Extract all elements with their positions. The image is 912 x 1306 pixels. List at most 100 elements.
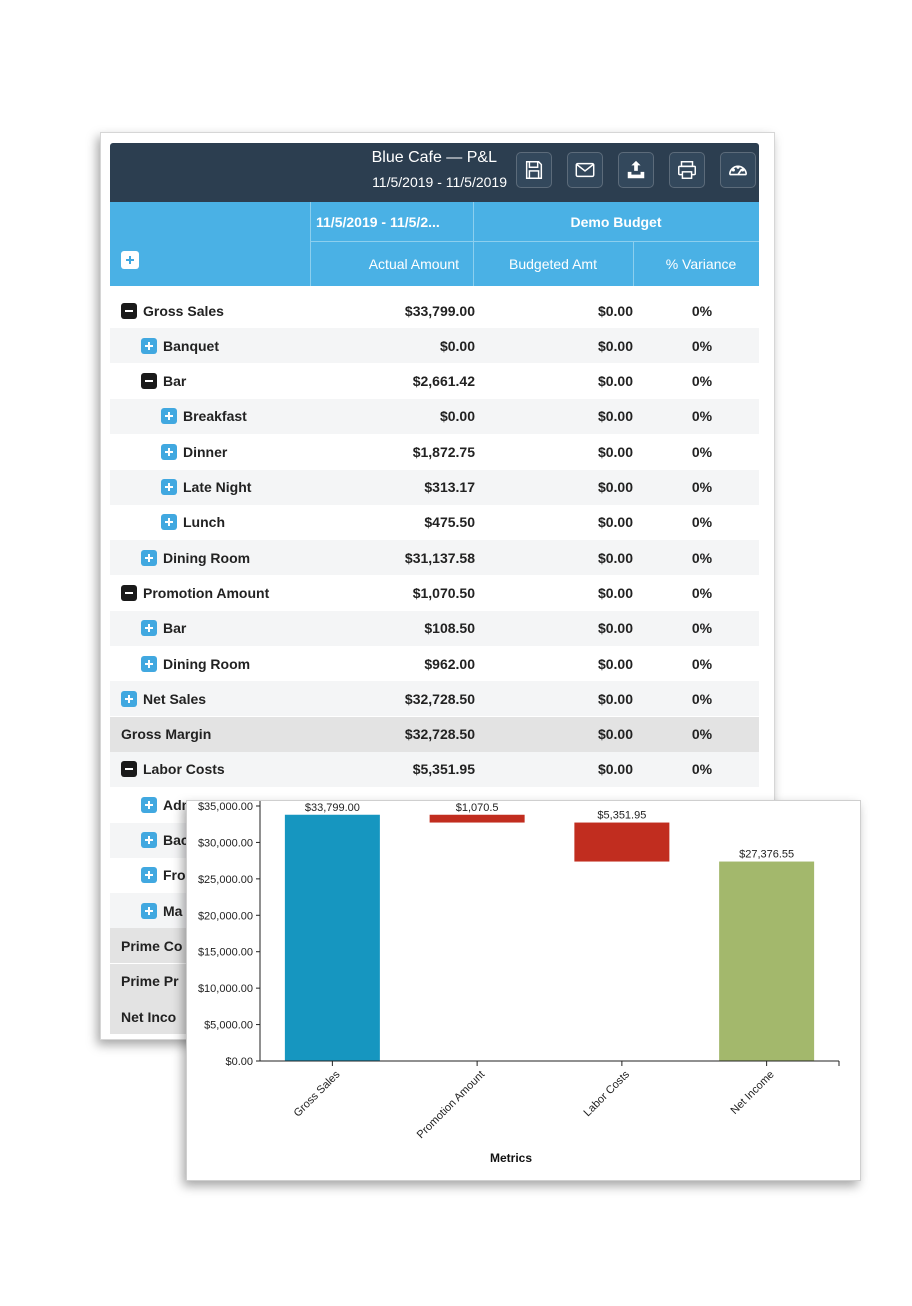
print-icon [678,161,696,179]
expand-row-button[interactable] [141,796,157,813]
row-label: Labor Costs [143,761,225,778]
variance-cell: 0% [691,690,713,707]
collapse-row-button[interactable] [121,761,137,778]
plus-icon [145,624,153,633]
table-row[interactable]: Dining Room $962.00 $0.00 0% [110,646,759,681]
table-row[interactable]: Labor Costs $5,351.95 $0.00 0% [110,751,759,787]
actual-amount-cell: $31,137.58 [404,549,475,566]
plus-icon [145,871,153,880]
bar-data-label: $27,376.55 [739,849,794,861]
variance-cell: 0% [691,584,713,601]
row-label: Promotion Amount [143,584,270,601]
plus-icon [125,694,133,703]
budgeted-amount-cell: $0.00 [597,373,633,390]
variance-cell: 0% [691,443,713,460]
dashboard-icon [728,165,748,176]
row-label: Fro [163,867,186,884]
y-tick-label: $25,000.00 [198,874,253,886]
table-row[interactable]: Gross Sales $33,799.00 $0.00 0% [110,293,759,328]
bar-data-label: $33,799.00 [305,802,360,814]
table-row[interactable]: Dining Room $31,137.58 $0.00 0% [110,540,759,576]
table-row[interactable]: Bar $2,661.42 $0.00 0% [110,364,759,399]
bar-labor-costs[interactable] [574,822,670,862]
expand-row-button[interactable] [141,337,157,354]
plus-icon [145,341,153,350]
save-button[interactable] [516,152,552,188]
budgeted-amount-cell: $0.00 [597,655,633,672]
row-label: Ma [163,902,183,919]
collapse-row-button[interactable] [141,373,157,390]
budgeted-amount-cell: $0.00 [597,690,633,707]
row-label: Banquet [163,337,219,354]
row-label: Dining Room [163,655,251,672]
x-tick-label: Net Income [728,1069,776,1117]
collapse-row-button[interactable] [121,584,137,601]
y-tick-label: $5,000.00 [204,1020,253,1032]
variance-cell: 0% [691,302,713,319]
table-row[interactable]: Late Night $313.17 $0.00 0% [110,469,759,505]
budgeted-amount-column-header[interactable]: Budgeted Amt [509,256,597,272]
dashboard-button[interactable] [720,152,756,188]
expand-row-button[interactable] [161,443,177,460]
variance-cell: 0% [691,726,713,743]
actual-amount-cell: $5,351.95 [412,761,475,778]
table-row[interactable]: Banquet $0.00 $0.00 0% [110,328,759,364]
export-button[interactable] [618,152,654,188]
plus-icon [165,483,173,491]
expand-row-button[interactable] [141,902,157,919]
variance-cell: 0% [691,408,713,425]
minus-icon [125,591,133,594]
table-row[interactable]: Breakfast $0.00 $0.00 0% [110,398,759,434]
plus-icon [165,447,173,456]
budgeted-amount-cell: $0.00 [597,302,633,319]
bar-net-income[interactable] [719,861,815,1061]
actual-amount-cell: $475.50 [424,514,475,531]
table-row[interactable]: Promotion Amount $1,070.50 $0.00 0% [110,575,759,610]
variance-cell: 0% [691,373,713,390]
actual-amount-cell: $962.00 [424,655,475,672]
bar-gross-sales[interactable] [284,814,380,1061]
y-tick-label: $30,000.00 [198,837,253,849]
x-axis-title: Metrics [490,1151,532,1165]
waterfall-chart: $0.00 $5,000.00 $10,000.00 $15,000.00 $20,00… [198,801,840,1165]
actual-amount-cell: $0.00 [439,337,475,354]
plus-icon [145,800,153,809]
budgeted-amount-cell: $0.00 [597,443,633,460]
print-button[interactable] [669,152,705,188]
actual-amount-column-header[interactable]: Actual Amount [368,256,459,272]
expand-all-button[interactable] [121,251,139,269]
expand-row-button[interactable] [121,690,137,707]
bar-promotion-amount[interactable] [429,814,525,823]
row-label: Dining Room [163,549,251,566]
expand-row-button[interactable] [161,514,177,531]
actual-amount-cell: $108.50 [424,620,475,637]
expand-row-button[interactable] [141,832,157,848]
budgeted-amount-cell: $0.00 [597,620,633,637]
budgeted-amount-cell: $0.00 [597,514,633,531]
table-row[interactable]: Bar $108.50 $0.00 0% [110,610,759,646]
actual-amount-cell: $313.17 [424,479,475,495]
table-row[interactable]: Dinner $1,872.75 $0.00 0% [110,434,759,469]
row-label: Gross Sales [143,302,224,319]
table-row[interactable]: Net Sales $32,728.50 $0.00 0% [110,681,759,717]
waterfall-chart-panel: $0.00 $5,000.00 $10,000.00 $15,000.00 $20,00… [186,800,861,1181]
variance-cell: 0% [691,655,713,672]
x-tick-label: Gross Sales [292,1068,343,1119]
table-row[interactable]: Fro [110,858,759,893]
expand-row-button[interactable] [141,549,157,566]
expand-row-button[interactable] [141,620,157,637]
table-row[interactable]: Lunch $475.50 $0.00 0% [110,505,759,540]
x-tick-label: Labor Costs [582,1068,633,1119]
expand-row-button[interactable] [141,867,157,884]
email-button[interactable] [567,152,603,188]
collapse-row-button[interactable] [121,302,137,319]
table-row: Gross Margin $32,728.50 $0.00 0% [110,716,759,752]
expand-row-button[interactable] [141,655,157,672]
expand-row-button[interactable] [161,479,177,495]
y-tick-label: $35,000.00 [198,801,253,813]
expand-row-button[interactable] [161,408,177,425]
y-tick-label: $15,000.00 [198,947,253,959]
table-header: 11/5/2019 - 11/5/2... Demo Budget Actual… [110,202,759,286]
row-label: Breakfast [183,408,247,425]
variance-column-header[interactable]: % Variance [665,256,737,272]
